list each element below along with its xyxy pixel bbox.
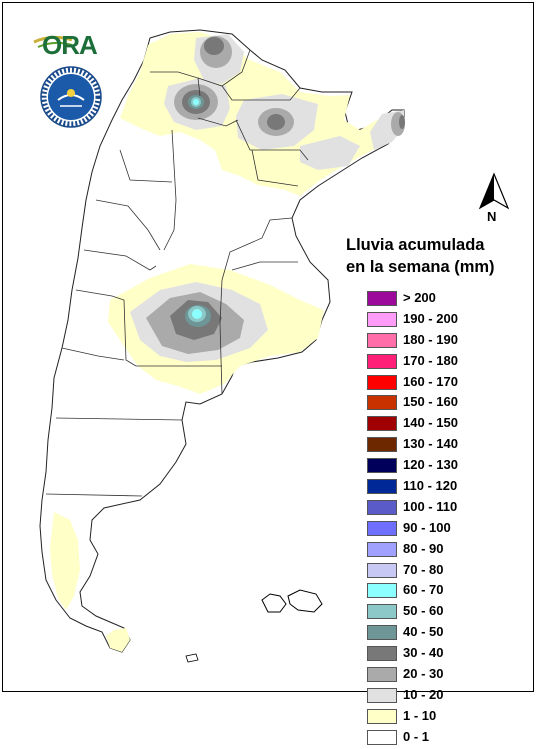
legend-swatch xyxy=(367,687,397,703)
legend-swatch xyxy=(367,291,397,306)
ora-logo-text: ORA xyxy=(42,30,98,60)
legend-swatch xyxy=(367,458,397,474)
legend-label: 130 - 140 xyxy=(403,436,458,452)
legend-swatch xyxy=(367,583,397,599)
legend-swatch xyxy=(367,437,397,453)
legend-label: 100 - 110 xyxy=(403,498,458,514)
legend-label: 90 - 100 xyxy=(403,519,451,535)
legend-label: 180 - 190 xyxy=(403,331,458,347)
legend-label: 0 - 1 xyxy=(403,728,430,744)
legend-label: 20 - 30 xyxy=(403,666,444,682)
legend-swatch xyxy=(367,395,397,411)
legend-swatch xyxy=(367,646,397,662)
rain-zone-50-70 xyxy=(188,97,206,322)
legend-title-line-1: Lluvia acumulada xyxy=(346,236,485,254)
legend-swatch xyxy=(367,499,397,515)
malvinas-islands xyxy=(261,589,323,613)
ora-logo xyxy=(33,35,73,48)
legend-label: 60 - 70 xyxy=(403,582,444,598)
legend-swatch xyxy=(367,332,397,348)
legend-label: 40 - 50 xyxy=(403,624,444,640)
legend-label: 70 - 80 xyxy=(403,561,444,577)
legend-label: 1 - 10 xyxy=(403,707,437,723)
legend-swatch xyxy=(367,604,397,620)
legend-label: 170 - 180 xyxy=(403,352,458,368)
north-arrow-icon xyxy=(478,172,510,210)
legend-swatch xyxy=(367,416,397,432)
tierra-del-fuego-islet xyxy=(185,653,199,663)
legend-label: 30 - 40 xyxy=(403,645,444,661)
legend-swatch xyxy=(367,562,397,578)
legend-label: 160 - 170 xyxy=(403,373,458,389)
legend-swatch xyxy=(367,520,397,536)
legend-label: 190 - 200 xyxy=(403,310,458,326)
legend-title-line-2: en la semana (mm) xyxy=(346,258,495,276)
north-label: N xyxy=(487,209,497,224)
legend-swatch xyxy=(367,541,397,557)
legend-swatch xyxy=(367,729,397,745)
legend-label: 80 - 90 xyxy=(403,540,444,556)
legend-label: 140 - 150 xyxy=(403,415,458,431)
legend-label: 110 - 120 xyxy=(403,478,458,494)
legend-label: 150 - 160 xyxy=(403,394,458,410)
legend-label: 120 - 130 xyxy=(403,457,458,473)
province-boundaries xyxy=(45,49,309,497)
legend-title: Lluvia acumulada en la semana (mm) xyxy=(346,234,526,278)
smn-seal xyxy=(40,66,102,128)
legend-swatch xyxy=(367,374,397,390)
legend-label: 50 - 60 xyxy=(403,603,444,619)
legend-swatch xyxy=(367,708,397,724)
legend-swatch xyxy=(367,311,397,327)
legend-swatch xyxy=(367,353,397,369)
legend-swatch xyxy=(367,667,397,683)
legend-swatch xyxy=(367,625,397,641)
legend-swatch xyxy=(367,479,397,495)
legend-label: 10 - 20 xyxy=(403,686,444,702)
legend-label: > 200 xyxy=(403,290,436,305)
argentina-rainfall-map xyxy=(39,29,405,663)
